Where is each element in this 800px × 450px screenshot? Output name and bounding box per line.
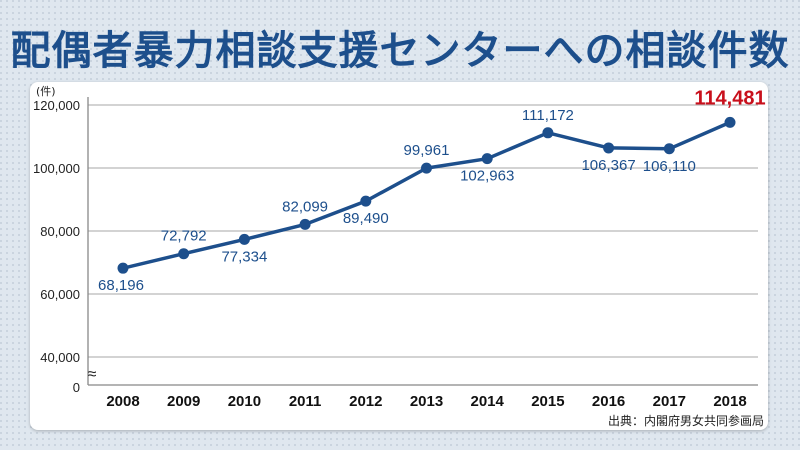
data-point-2011 <box>299 218 311 230</box>
x-tick-2017: 2017 <box>653 393 686 410</box>
data-label-2008: 68,196 <box>98 277 144 294</box>
data-labels: 68,196 72,792 77,334 82,099 89,490 99,961 102,… <box>98 87 766 294</box>
x-tick-2008: 2008 <box>106 393 139 410</box>
x-tick-2014: 2014 <box>471 393 505 410</box>
data-point-2012 <box>360 195 372 207</box>
data-label-2011: 82,099 <box>282 198 328 215</box>
data-point-2016 <box>603 142 615 154</box>
data-point-2018 <box>724 116 736 128</box>
chart-title: 配偶者暴力相談支援センターへの相談件数 <box>10 28 790 74</box>
x-tick-2018: 2018 <box>713 393 746 410</box>
x-tick-2015: 2015 <box>531 393 564 410</box>
data-label-2014: 102,963 <box>460 168 514 185</box>
y-tick-100000: 100,000 <box>33 161 80 176</box>
y-tick-40000: 40,000 <box>40 350 80 365</box>
data-label-2010: 77,334 <box>221 248 267 265</box>
data-point-2015 <box>542 127 554 139</box>
x-tick-2009: 2009 <box>167 393 200 410</box>
data-label-2009: 72,792 <box>161 228 207 245</box>
data-label-2015: 111,172 <box>522 107 574 124</box>
chart-panel <box>30 82 768 430</box>
data-label-2017: 106,110 <box>643 158 696 175</box>
data-point-2017 <box>663 143 675 155</box>
x-tick-2013: 2013 <box>410 393 443 410</box>
data-label-2012: 89,490 <box>343 210 389 227</box>
data-label-2016: 106,367 <box>581 157 635 174</box>
x-tick-2011: 2011 <box>289 393 322 410</box>
y-tick-120000: 120,000 <box>33 98 80 113</box>
y-tick-0: 0 <box>73 380 80 395</box>
y-unit-label: (件) <box>36 85 56 98</box>
data-label-2013: 99,961 <box>404 142 450 159</box>
data-point-2014 <box>481 153 493 165</box>
data-points <box>117 116 736 274</box>
x-tick-2016: 2016 <box>592 393 625 410</box>
data-point-2010 <box>238 233 250 245</box>
y-tick-60000: 60,000 <box>40 287 80 302</box>
axis-break-symbol: ≈ <box>88 366 97 383</box>
data-label-2018: 114,481 <box>694 87 765 109</box>
source-note: 出典：内閣府男女共同参画局 <box>607 414 764 428</box>
data-point-2013 <box>421 162 432 174</box>
y-tick-80000: 80,000 <box>40 224 80 239</box>
x-tick-labels: 2008 2009 2010 2011 2012 2013 2014 2015 2016 2017… <box>106 393 746 410</box>
data-point-2008 <box>117 262 129 274</box>
y-tick-labels: (件) 40,000 60,000 80,000 100,000 120,000 0 ≈ <box>33 85 97 395</box>
data-point-2009 <box>178 248 190 260</box>
grid-lines <box>87 97 758 386</box>
x-tick-2012: 2012 <box>349 393 382 410</box>
x-tick-2010: 2010 <box>228 393 261 410</box>
